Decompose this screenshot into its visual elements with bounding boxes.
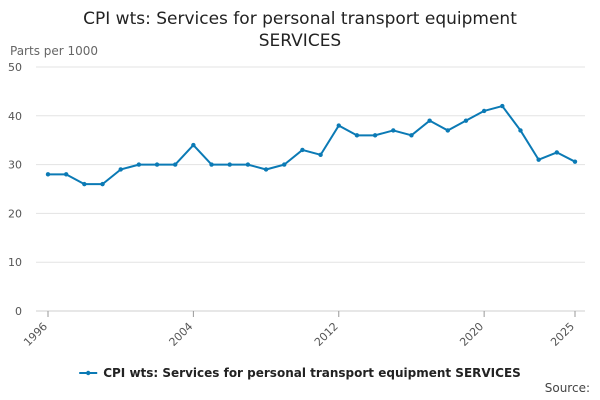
data-point[interactable] <box>372 133 378 138</box>
data-point[interactable] <box>554 150 560 155</box>
data-point[interactable] <box>118 167 123 172</box>
y-tick-label: 0 <box>15 305 22 318</box>
x-tick-label: 2012 <box>312 320 341 349</box>
legend[interactable]: CPI wts: Services for personal transport… <box>79 366 521 380</box>
data-point[interactable] <box>300 147 305 153</box>
x-tick-label: 1996 <box>21 320 50 349</box>
data-point[interactable] <box>518 128 523 133</box>
chart-title-line1: CPI wts: Services for personal transport… <box>83 9 517 29</box>
data-point[interactable] <box>191 142 196 148</box>
data-point[interactable] <box>409 133 414 138</box>
data-point[interactable] <box>227 162 232 167</box>
data-point[interactable] <box>263 167 269 172</box>
data-point[interactable] <box>245 162 251 167</box>
data-point[interactable] <box>173 162 178 167</box>
data-point[interactable] <box>572 159 578 164</box>
y-tick-label: 10 <box>8 256 22 269</box>
data-point[interactable] <box>354 133 360 138</box>
data-point[interactable] <box>209 162 214 167</box>
data-point[interactable] <box>445 128 450 133</box>
data-point[interactable] <box>336 123 341 128</box>
data-point[interactable] <box>500 103 505 109</box>
series-layer <box>45 103 578 187</box>
legend-marker <box>86 370 91 376</box>
grid-lines <box>36 66 585 263</box>
data-point[interactable] <box>100 181 105 187</box>
data-point[interactable] <box>282 162 287 167</box>
y-tick-label: 20 <box>8 207 22 220</box>
chart-title-line2: SERVICES <box>258 31 342 51</box>
data-point[interactable] <box>63 172 69 177</box>
y-tick-label: 50 <box>8 61 22 74</box>
y-tick-label: 30 <box>8 159 22 172</box>
data-point[interactable] <box>536 157 541 162</box>
x-tick-label: 2025 <box>548 320 577 349</box>
data-point[interactable] <box>481 108 487 114</box>
y-tick-label: 40 <box>8 110 22 123</box>
legend-label: CPI wts: Services for personal transport… <box>103 366 521 380</box>
data-point[interactable] <box>463 118 469 123</box>
data-point[interactable] <box>82 181 87 187</box>
data-point[interactable] <box>318 152 323 158</box>
data-point[interactable] <box>45 172 51 177</box>
y-axis-label: Parts per 1000 <box>10 44 99 58</box>
data-point[interactable] <box>136 162 142 167</box>
data-point[interactable] <box>154 162 160 167</box>
x-tick-label: 2004 <box>167 320 196 349</box>
source-label: Source: <box>544 381 590 395</box>
data-point[interactable] <box>427 118 432 123</box>
chart-title: CPI wts: Services for personal transport… <box>0 8 600 52</box>
x-tick-label: 2020 <box>457 320 486 349</box>
axes: 0 10 20 30 40 50 1996 2004 2012 2020 2025 <box>8 61 585 349</box>
series-line <box>48 105 576 186</box>
data-point[interactable] <box>391 128 396 133</box>
